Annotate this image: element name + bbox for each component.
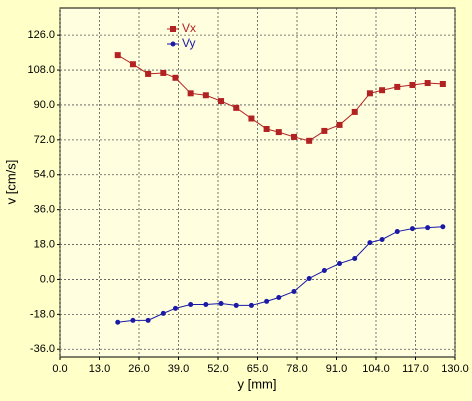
- x-tick-label: 117.0: [402, 363, 429, 375]
- point: [336, 121, 343, 128]
- point: [264, 298, 270, 304]
- point: [187, 90, 194, 97]
- point: [440, 224, 446, 230]
- x-tick-label: 91.0: [326, 363, 347, 375]
- x-tick-label: 78.0: [286, 363, 307, 375]
- x-tick-label: 104.0: [362, 363, 390, 375]
- point: [188, 301, 194, 307]
- point: [366, 90, 373, 97]
- point: [337, 261, 343, 267]
- point: [409, 226, 415, 232]
- point: [439, 81, 446, 88]
- x-tick-label: 26.0: [128, 363, 149, 375]
- y-tick-label: -18.0: [30, 308, 55, 320]
- x-tick-label: 130.0: [441, 363, 469, 375]
- point: [352, 256, 358, 262]
- point: [129, 61, 136, 68]
- point: [248, 302, 254, 308]
- point: [203, 301, 209, 307]
- x-tick-label: 0.0: [52, 363, 67, 375]
- point: [233, 104, 240, 111]
- point: [202, 92, 209, 99]
- point: [145, 317, 151, 323]
- point: [160, 69, 167, 76]
- y-axis-label: v [cm/s]: [3, 160, 18, 205]
- point: [425, 225, 431, 231]
- point: [248, 115, 255, 122]
- point: [172, 74, 179, 81]
- plot-area: [59, 7, 456, 358]
- point: [130, 317, 136, 323]
- y-tick-label: 54.0: [34, 169, 55, 181]
- point: [115, 319, 121, 325]
- point: [291, 288, 297, 294]
- y-tick-label: 36.0: [34, 204, 55, 216]
- point: [263, 125, 270, 132]
- point: [321, 268, 327, 274]
- y-tick-label: 126.0: [27, 29, 55, 41]
- x-tick-label: 52.0: [207, 363, 228, 375]
- legend-label: Vx: [182, 21, 196, 35]
- x-tick-label: 13.0: [89, 363, 110, 375]
- x-tick-label: 39.0: [168, 363, 189, 375]
- point: [394, 83, 401, 90]
- point: [145, 70, 152, 77]
- point: [218, 300, 224, 306]
- point: [379, 237, 385, 243]
- point: [233, 302, 239, 308]
- point: [172, 305, 178, 311]
- point: [321, 127, 328, 134]
- point: [306, 137, 313, 144]
- point: [379, 87, 386, 94]
- y-tick-label: 0.0: [40, 273, 55, 285]
- point: [290, 133, 297, 140]
- point: [367, 240, 373, 246]
- point: [351, 108, 358, 115]
- point: [409, 81, 416, 88]
- point: [306, 275, 312, 281]
- y-tick-label: 108.0: [27, 64, 55, 76]
- legend-marker: [170, 26, 176, 32]
- y-tick-label: 18.0: [34, 238, 55, 250]
- legend-label: Vy: [182, 36, 196, 50]
- point: [424, 80, 431, 87]
- point: [114, 52, 121, 59]
- point: [275, 129, 282, 136]
- point: [218, 98, 225, 105]
- y-tick-label: -36.0: [30, 343, 55, 355]
- point: [276, 294, 282, 300]
- y-tick-label: 72.0: [34, 134, 55, 146]
- y-tick-label: 90.0: [34, 99, 55, 111]
- x-tick-label: 65.0: [247, 363, 268, 375]
- legend-marker: [170, 41, 176, 47]
- point: [394, 229, 400, 235]
- x-axis-label: y [mm]: [238, 376, 277, 391]
- point: [160, 310, 166, 316]
